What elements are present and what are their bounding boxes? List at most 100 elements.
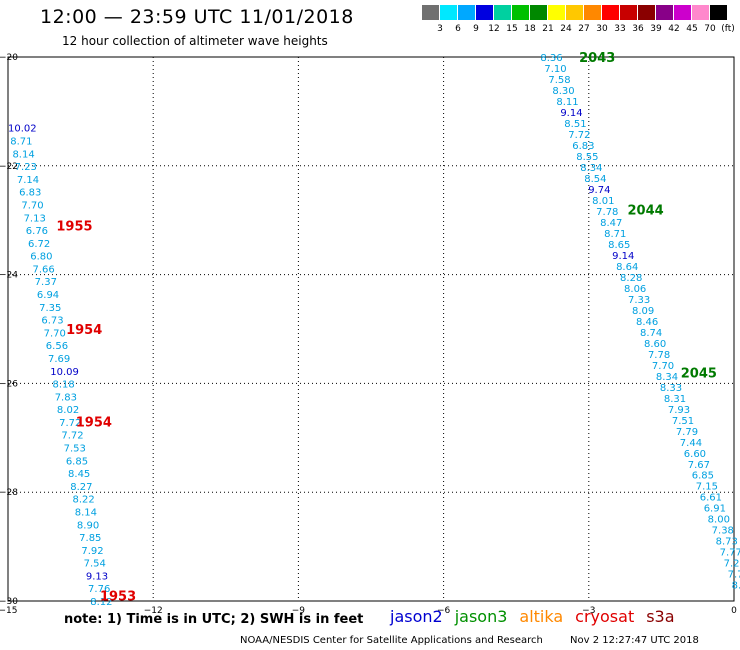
wave-height-value: 7.85 bbox=[79, 533, 101, 544]
scale-label: 12 bbox=[488, 24, 500, 34]
wave-height-value: 7.54 bbox=[84, 559, 106, 570]
pass-time-label: 1955 bbox=[56, 220, 92, 235]
wave-height-value: 8.73 bbox=[716, 537, 738, 548]
wave-height-value: 8.54 bbox=[584, 174, 606, 185]
legend-cryosat: cryosat bbox=[575, 607, 635, 626]
wave-height-value: 7.77 bbox=[728, 570, 740, 581]
scale-swatch bbox=[476, 5, 493, 20]
pass-time-label: 1954 bbox=[76, 415, 112, 430]
scale-swatch bbox=[710, 5, 727, 20]
wave-height-value: 8.30 bbox=[552, 86, 574, 97]
wave-height-value: 7.72 bbox=[59, 418, 81, 429]
scale-label: 21 bbox=[542, 24, 554, 34]
wave-height-value: 6.83 bbox=[572, 141, 594, 152]
footer: NOAA/NESDIS Center for Satellite Applica… bbox=[240, 635, 723, 646]
wave-height-value: 8.00 bbox=[708, 515, 730, 526]
wave-height-value: 6.91 bbox=[704, 504, 726, 515]
wave-height-value: 7.15 bbox=[696, 482, 718, 493]
lon-tick-label: −6 bbox=[437, 606, 451, 616]
wave-height-value: 8.12 bbox=[90, 597, 112, 608]
scale-swatch bbox=[548, 5, 565, 20]
wave-height-value: 6.94 bbox=[37, 290, 59, 301]
legend-jason2: jason2 bbox=[390, 607, 443, 626]
pass-time-label: 1953 bbox=[100, 590, 136, 605]
scale-swatch bbox=[566, 5, 583, 20]
wave-height-value: 6.83 bbox=[19, 188, 41, 199]
lon-tick-label: −12 bbox=[144, 606, 163, 616]
scale-label: 27 bbox=[578, 24, 590, 34]
scale-label: 24 bbox=[560, 24, 572, 34]
scale-swatch bbox=[620, 5, 637, 20]
scale-label: 42 bbox=[668, 24, 680, 34]
wave-height-value: 10.09 bbox=[50, 367, 79, 378]
wave-height-value: 7.70 bbox=[21, 200, 43, 211]
wave-height-value: 9.13 bbox=[86, 571, 108, 582]
footer-timestamp: Nov 2 12:27:47 UTC 2018 bbox=[570, 635, 699, 646]
wave-height-value: 6.72 bbox=[28, 239, 50, 250]
satellite-legend: jason2 jason3 altika cryosat s3a bbox=[390, 607, 687, 626]
lon-tick-label: −15 bbox=[0, 606, 18, 616]
wave-height-value: 7.93 bbox=[668, 405, 690, 416]
page-subtitle: 12 hour collection of altimeter wave hei… bbox=[62, 34, 328, 48]
scale-label: 15 bbox=[506, 24, 518, 34]
wave-height-value: 7.92 bbox=[81, 546, 103, 557]
wave-height-value: 8.06 bbox=[624, 284, 646, 295]
wave-height-value: 8.34 bbox=[656, 372, 678, 383]
wave-height-value: 7.76 bbox=[88, 584, 110, 595]
scale-unit: (ft) bbox=[721, 24, 735, 34]
wave-height-value: 8.34 bbox=[580, 163, 602, 174]
scale-label: 18 bbox=[524, 24, 536, 34]
lat-tick-label: −20 bbox=[0, 53, 18, 63]
wave-height-value: 7.13 bbox=[24, 213, 46, 224]
lon-tick-label: 0 bbox=[731, 606, 737, 616]
wave-height-value: 8.45 bbox=[68, 469, 90, 480]
wave-height-value: 6.61 bbox=[700, 493, 722, 504]
wave-height-value: 6.60 bbox=[684, 449, 706, 460]
wave-height-value: 6.85 bbox=[66, 456, 88, 467]
wave-height-value: 8.18 bbox=[52, 380, 74, 391]
wave-height-value: 7.69 bbox=[48, 354, 70, 365]
scale-swatch bbox=[494, 5, 511, 20]
wave-height-value: 8.31 bbox=[664, 394, 686, 405]
scale-label: 36 bbox=[632, 24, 644, 34]
wave-height-value: 6.56 bbox=[46, 341, 68, 352]
wave-height-value: 8.74 bbox=[640, 328, 662, 339]
pass-time-label: 2044 bbox=[628, 203, 664, 218]
wave-height-value: 8.46 bbox=[636, 317, 658, 328]
map-frame bbox=[7, 56, 735, 602]
lat-tick-label: −24 bbox=[0, 271, 18, 281]
wave-height-value: 7.33 bbox=[628, 295, 650, 306]
wave-height-value: 8.11 bbox=[556, 97, 578, 108]
wave-height-value: 7.14 bbox=[17, 175, 39, 186]
wave-height-value: 8.60 bbox=[644, 339, 666, 350]
scale-label: 45 bbox=[686, 24, 698, 34]
wave-height-value: 8.28 bbox=[620, 273, 642, 284]
wave-height-value: 10.02 bbox=[8, 124, 37, 135]
lon-tick-label: −9 bbox=[292, 606, 306, 616]
scale-label: 30 bbox=[596, 24, 608, 34]
scale-swatch bbox=[674, 5, 691, 20]
wave-height-value: 7.44 bbox=[680, 438, 702, 449]
scale-swatch bbox=[530, 5, 547, 20]
wave-height-value: 7.79 bbox=[676, 427, 698, 438]
wave-height-value: 8.01 bbox=[592, 196, 614, 207]
scale-label: 3 bbox=[437, 24, 443, 34]
wave-height-value: 8.47 bbox=[600, 218, 622, 229]
scale-swatch bbox=[512, 5, 529, 20]
wave-height-value: 8.55 bbox=[576, 152, 598, 163]
wave-height-value: 7.77 bbox=[720, 548, 740, 559]
note-text: note: 1) Time is in UTC; 2) SWH is in fe… bbox=[64, 612, 364, 627]
scale-swatch bbox=[458, 5, 475, 20]
lat-tick-label: −26 bbox=[0, 379, 18, 389]
wave-height-value: 7.38 bbox=[712, 526, 734, 537]
wave-height-value: 8.22 bbox=[72, 495, 94, 506]
scale-label: 70 bbox=[704, 24, 716, 34]
wave-height-value: 7.66 bbox=[32, 264, 54, 275]
wave-height-value: 8.36 bbox=[732, 581, 740, 592]
pass-time-label: 1954 bbox=[66, 323, 102, 338]
legend-altika: altika bbox=[519, 607, 564, 626]
wave-height-value: 7.10 bbox=[544, 64, 566, 75]
scale-swatch bbox=[638, 5, 655, 20]
wave-height-value: 9.74 bbox=[588, 185, 610, 196]
